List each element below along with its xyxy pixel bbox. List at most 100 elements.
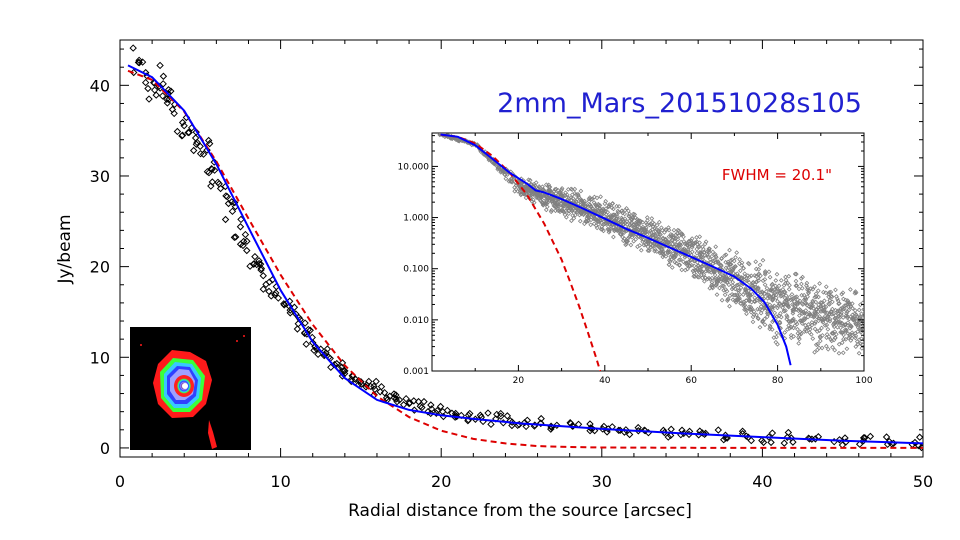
inset-data-point: [799, 281, 804, 287]
inset-data-point: [687, 263, 693, 268]
data-point: [170, 109, 178, 118]
inset-data-point: [602, 221, 607, 227]
inset-data-point: [812, 326, 818, 332]
data-point: [804, 434, 813, 442]
inset-data-point: [730, 283, 736, 288]
data-point: [537, 419, 545, 427]
inset-data-point: [770, 319, 775, 325]
inset-data-point: [705, 276, 710, 282]
inset-x-tick-label: 60: [685, 376, 697, 386]
data-point: [255, 257, 263, 265]
inset-data-point: [847, 334, 853, 340]
inset-data-point: [709, 253, 715, 259]
data-point: [476, 411, 485, 419]
inset-data-point: [841, 323, 846, 328]
inset-data-point: [746, 288, 751, 294]
inset-data-point: [721, 283, 727, 289]
inset-data-point: [722, 253, 727, 258]
inset-data-point: [656, 228, 661, 233]
inset-data-point: [676, 257, 682, 263]
inset-data-point: [699, 269, 705, 274]
inset-data-point: [715, 259, 721, 264]
inset-data-point: [857, 314, 863, 320]
inset-data-point: [840, 290, 846, 296]
data-point: [640, 426, 649, 434]
inset-data-point: [573, 192, 579, 197]
inset-data-point: [799, 321, 805, 326]
data-point: [338, 372, 347, 380]
inset-data-point: [673, 253, 679, 259]
data-point: [789, 438, 797, 446]
inset-data-point: [736, 288, 742, 293]
inset-data-point: [806, 290, 812, 296]
inset-data-point: [840, 315, 846, 320]
inset-data-point: [678, 257, 683, 262]
inset-data-point: [666, 227, 672, 233]
inset-data-point: [823, 343, 829, 349]
inset-data-point: [849, 330, 855, 336]
inset-data-point: [696, 274, 702, 280]
inset-data-point: [836, 350, 842, 356]
data-point: [156, 61, 164, 70]
inset-data-point: [783, 277, 789, 283]
inset-data-point: [606, 229, 612, 235]
inset-data-point: [816, 294, 821, 300]
inset-data-point: [758, 310, 764, 316]
inset-data-point: [797, 329, 803, 335]
inset-data-point: [705, 254, 711, 260]
data-point: [405, 399, 414, 407]
inset-data-point: [568, 186, 574, 192]
inset-data-point: [685, 266, 690, 272]
inset-data-point: [746, 304, 752, 310]
data-point: [780, 439, 788, 447]
inset-data-point: [807, 324, 813, 330]
inset-data-point: [622, 211, 628, 217]
inset-data-point: [772, 310, 778, 316]
inset-data-point: [771, 294, 776, 299]
inset-data-point: [666, 262, 672, 267]
inset-data-point: [738, 268, 743, 274]
inset-data-point: [757, 262, 763, 268]
inset-data-point: [792, 303, 798, 309]
inset-data-point: [816, 318, 821, 324]
data-point: [432, 409, 441, 417]
inset-data-point: [626, 208, 631, 214]
inset-data-point: [646, 238, 652, 244]
inset-data-point: [734, 250, 740, 255]
data-point: [304, 325, 313, 334]
inset-data-layer: [437, 133, 864, 371]
inset-data-point: [661, 249, 666, 255]
inset-data-point: [647, 222, 652, 228]
inset-data-point: [778, 314, 784, 320]
data-point: [410, 406, 419, 414]
inset-data-point: [715, 277, 721, 282]
inset-data-point: [724, 288, 730, 294]
inset-data-point: [839, 321, 845, 327]
data-point: [414, 397, 423, 406]
inset-data-point: [600, 226, 605, 232]
inset-data-point: [810, 286, 816, 292]
data-point: [835, 436, 844, 444]
inset-data-point: [785, 300, 790, 306]
red-gaussian-fit-line: [127, 69, 923, 449]
inset-data-point: [812, 349, 817, 355]
inset-data-point: [750, 283, 756, 289]
inset-data-point: [505, 172, 510, 177]
data-point: [484, 409, 492, 417]
inset-data-point: [827, 290, 832, 295]
inset-data-point: [858, 324, 864, 330]
inset-data-point: [852, 308, 858, 313]
inset-data-point: [741, 303, 746, 309]
inset-data-point: [621, 230, 627, 236]
data-point: [189, 146, 198, 155]
inset-data-point: [799, 285, 805, 291]
data-point: [667, 425, 675, 433]
inset-data-point: [744, 307, 750, 313]
inset-data-point: [611, 234, 616, 240]
inset-data-point: [754, 312, 759, 318]
data-point: [135, 56, 143, 65]
inset-data-point: [824, 322, 830, 328]
inset-data-point: [794, 283, 800, 288]
data-point: [207, 182, 215, 190]
